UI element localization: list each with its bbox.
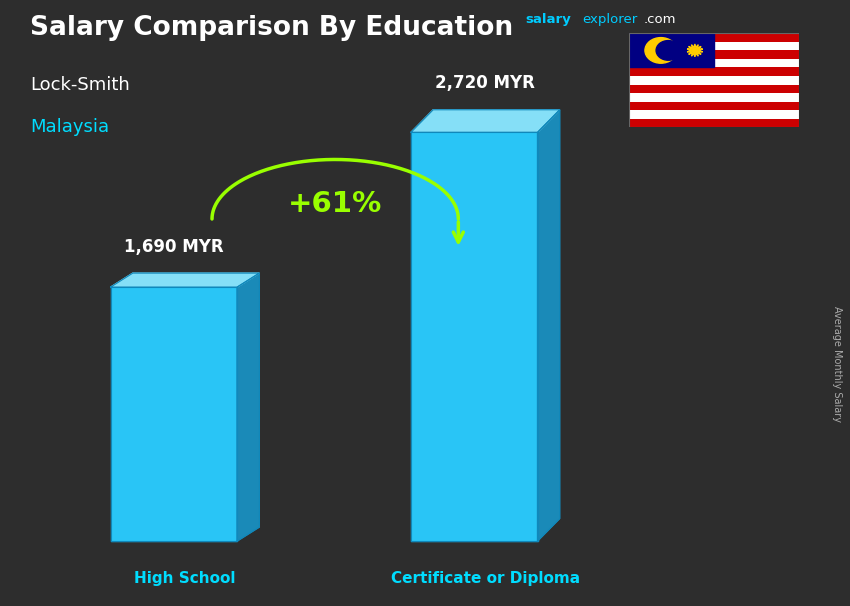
Text: 2,720 MYR: 2,720 MYR [435,75,536,93]
Text: Malaysia: Malaysia [30,118,109,136]
Polygon shape [629,8,799,16]
Text: Average Monthly Salary: Average Monthly Salary [832,305,842,422]
Text: +61%: +61% [288,190,382,218]
Polygon shape [110,273,259,287]
Polygon shape [629,102,799,110]
Polygon shape [411,132,537,541]
Circle shape [645,38,677,63]
Text: Lock-Smith: Lock-Smith [30,76,129,94]
Circle shape [656,41,681,60]
Polygon shape [629,42,799,50]
Text: Certificate or Diploma: Certificate or Diploma [391,571,580,586]
Polygon shape [411,110,559,132]
Text: salary: salary [525,13,571,26]
Polygon shape [629,93,799,102]
Polygon shape [629,33,799,42]
Text: Salary Comparison By Education: Salary Comparison By Education [30,15,513,41]
Polygon shape [629,16,799,25]
Polygon shape [237,273,259,541]
Polygon shape [629,50,799,59]
Text: 1,690 MYR: 1,690 MYR [124,238,224,256]
Polygon shape [110,287,237,541]
Text: explorer: explorer [582,13,638,26]
Polygon shape [629,76,799,85]
Polygon shape [629,67,799,76]
Text: .com: .com [643,13,676,26]
Polygon shape [629,119,799,127]
Polygon shape [687,44,703,57]
Text: High School: High School [134,571,235,586]
Bar [629,33,714,67]
Polygon shape [629,110,799,119]
Polygon shape [629,85,799,93]
Polygon shape [629,59,799,67]
Polygon shape [629,25,799,33]
Polygon shape [537,110,559,541]
